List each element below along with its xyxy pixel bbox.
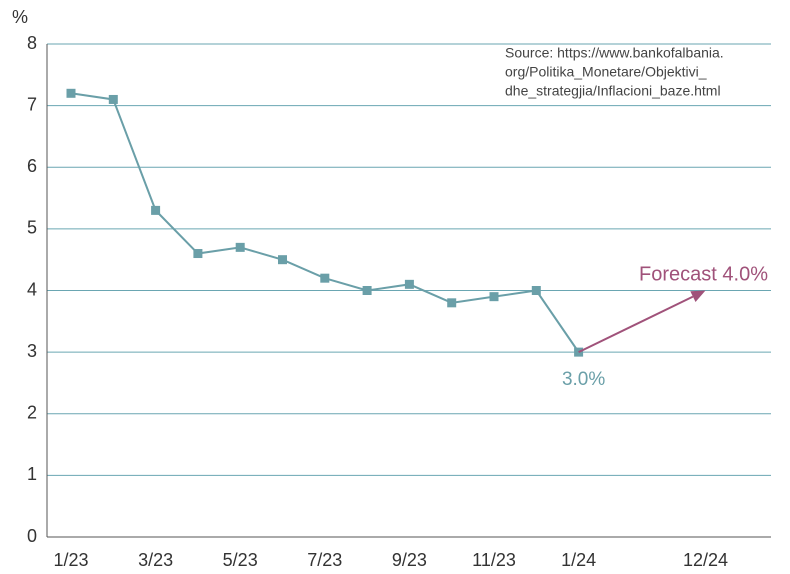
source-note: dhe_strategjia/Inflacioni_baze.html bbox=[505, 83, 721, 99]
forecast-label: Forecast 4.0% bbox=[639, 263, 768, 285]
y-tick-label: 7 bbox=[27, 94, 37, 114]
data-label: 3.0% bbox=[562, 369, 605, 390]
x-tick-label: 12/24 bbox=[683, 550, 728, 570]
data-point bbox=[193, 249, 203, 259]
data-point bbox=[447, 298, 457, 308]
x-tick-label: 9/23 bbox=[392, 550, 427, 570]
data-point bbox=[235, 242, 245, 252]
y-tick-label: 6 bbox=[27, 156, 37, 176]
forecast-arrowhead bbox=[690, 290, 706, 303]
y-tick-label: 3 bbox=[27, 341, 37, 361]
x-tick-label: 7/23 bbox=[307, 550, 342, 570]
data-point bbox=[404, 279, 414, 289]
x-tick-label: 11/23 bbox=[472, 550, 516, 570]
data-point bbox=[362, 286, 372, 295]
x-tick-label: 1/23 bbox=[53, 550, 88, 570]
x-tick-label: 3/23 bbox=[138, 550, 173, 570]
data-point bbox=[320, 273, 330, 283]
source-note: Source: https://www.bankofalbania. bbox=[505, 45, 724, 61]
data-point bbox=[151, 205, 161, 215]
y-tick-label: 2 bbox=[27, 403, 37, 423]
x-tick-label: 1/24 bbox=[561, 550, 596, 570]
data-point bbox=[489, 292, 499, 302]
y-tick-label: 1 bbox=[27, 464, 37, 484]
data-point bbox=[278, 255, 287, 265]
y-tick-label: 4 bbox=[27, 279, 37, 299]
y-axis-label: % bbox=[12, 7, 28, 27]
data-point bbox=[66, 88, 76, 98]
y-tick-label: 0 bbox=[27, 526, 37, 546]
y-tick-label: 8 bbox=[27, 33, 37, 53]
forecast-line bbox=[578, 295, 694, 354]
data-point bbox=[108, 94, 118, 104]
data-line bbox=[70, 92, 580, 353]
x-tick-label: 5/23 bbox=[223, 550, 258, 570]
data-point bbox=[531, 286, 541, 295]
y-tick-label: 5 bbox=[27, 218, 37, 238]
source-note: org/Politika_Monetare/Objektivi_ bbox=[505, 64, 707, 80]
